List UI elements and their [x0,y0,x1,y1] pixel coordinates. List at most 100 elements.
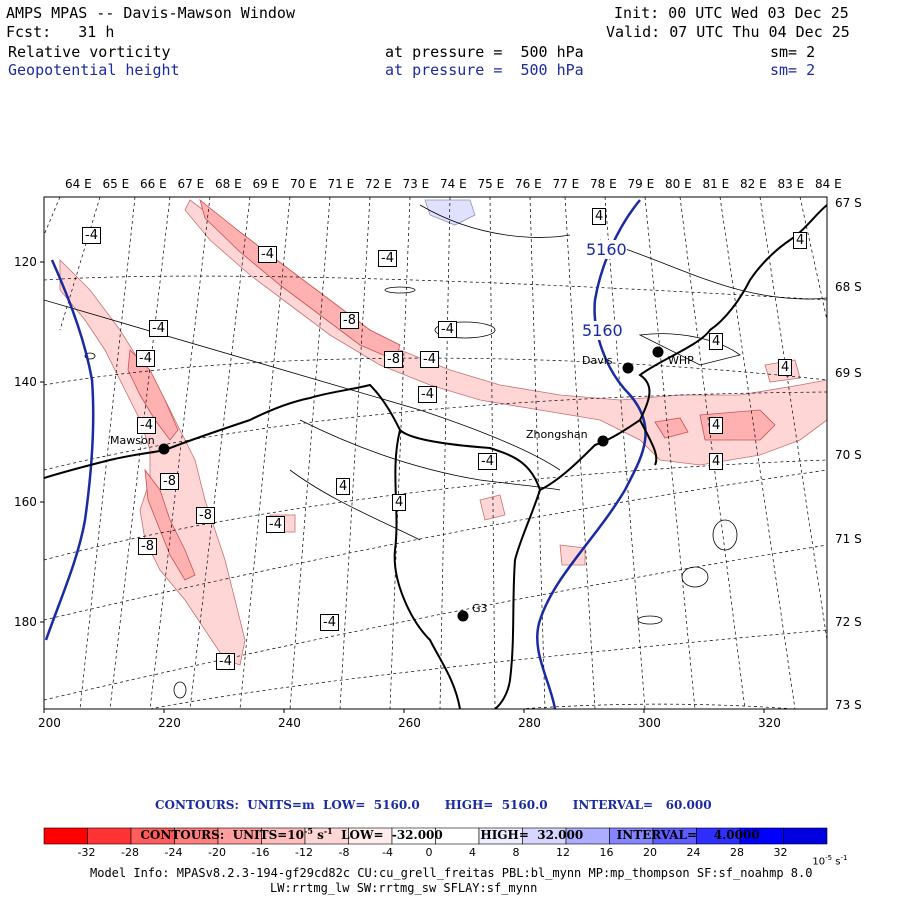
vorticity-contour-label: -8 [196,507,215,524]
colorbar [43,827,828,845]
vorticity-contour-label: -4 [266,516,285,533]
vorticity-contour-label: -4 [418,386,437,403]
colorbar-label: -4 [382,846,393,859]
vorticity-contour-label: -4 [438,321,457,338]
x-tick-label: 240 [278,716,301,730]
colorbar-swatch [43,827,88,845]
lon-label: 80 E [665,177,692,191]
vorticity-contour-label: 4 [392,494,407,511]
vorticity-contour-label: -4 [82,227,101,244]
vorticity-contour-label: -8 [384,351,403,368]
lon-label: 82 E [740,177,767,191]
vorticity-contour-label: -4 [478,453,497,470]
lat-label: 73 S [835,698,862,712]
height-contour-5160 [44,199,647,709]
station-label-g3: G3 [472,602,488,615]
lon-label: 72 E [365,177,392,191]
contours-info-vorticity: CONTOURS: UNITS=10-5 s-1 LOW= -32.000 HI… [140,826,760,842]
lat-label: 68 S [835,280,862,294]
lon-label: 69 E [252,177,280,191]
colorbar-swatch [783,827,828,845]
vorticity-contour-label: -4 [136,350,155,367]
vorticity-contour-label: 4 [793,232,808,249]
forecast-hour: Fcst: 31 h [6,23,115,41]
field2-name: Geopotential height [8,61,180,79]
vorticity-contour-label: 4 [709,333,724,350]
lon-label: 84 E [815,177,842,191]
height-contour-label: 5160 [582,321,623,340]
station-label-davis: Davis [582,354,613,367]
x-tick-label: 200 [38,716,61,730]
vorticity-contour-label: 4 [709,453,724,470]
g3-marker [457,610,469,622]
colorbar-label: 16 [599,846,614,859]
station-label-mawson: Mawson [110,434,155,447]
model-info-line1: Model Info: MPASv8.2.3-194-gf29cd82c CU:… [90,866,813,880]
colorbar-label: -24 [164,846,183,859]
vorticity-contour-label: -4 [149,320,168,337]
vorticity-contour-label: 4 [709,417,724,434]
y-tick-label: 180 [14,615,37,629]
y-tick-label: 160 [14,495,37,509]
x-tick-label: 280 [518,716,541,730]
lon-label: 70 E [290,177,317,191]
lon-label: 68 E [215,177,242,191]
station-markers [158,346,664,622]
x-tick-label: 300 [638,716,661,730]
station-label-whp: WHP [668,354,694,367]
x-tick-label: 320 [758,716,781,730]
lon-label: 78 E [590,177,617,191]
vorticity-contour-label: -4 [137,417,156,434]
lon-label: 77 E [552,177,580,191]
davis-marker [622,362,634,374]
init-time: Init: 00 UTC Wed 03 Dec 25 [614,4,849,22]
field1-smoothing: sm= 2 [770,43,816,61]
colorbar-label: 20 [643,846,657,859]
colorbar-units: 10-5 s-1 [812,854,848,868]
lon-label: 75 E [477,177,505,191]
colorbar-label: -20 [208,846,226,859]
x-tick-label: 260 [398,716,421,730]
vorticity-contour-label: -8 [340,312,359,329]
vorticity-contour-label: -8 [138,538,157,555]
lon-label: 71 E [327,177,355,191]
vorticity-contour-label: 4 [592,208,607,225]
lon-label: 64 E [65,177,92,191]
vorticity-contour-label: -4 [420,351,439,368]
lon-label: 74 E [440,177,467,191]
colorbar-label: -12 [295,846,313,859]
map-title: AMPS MPAS -- Davis-Mawson Window [6,4,295,22]
station-label-zhongshan: Zhongshan [526,428,588,441]
y-tick-label: 140 [14,375,37,389]
field2-level: at pressure = 500 hPa [385,61,584,79]
lon-label: 67 E [177,177,205,191]
field1-name: Relative vorticity [8,43,171,61]
colorbar-label: 0 [425,846,433,859]
lon-label: 83 E [777,177,805,191]
colorbar-label: -8 [338,846,350,859]
field1-level: at pressure = 500 hPa [385,43,584,61]
vorticity-contour-label: -4 [216,653,235,670]
vorticity-contour-label: 4 [336,478,351,495]
coastline [44,204,827,709]
x-tick-label: 220 [158,716,181,730]
height-contour-label: 5160 [586,240,627,259]
lat-label: 70 S [835,448,862,462]
vorticity-contour-label: -4 [378,250,397,267]
lon-label: 81 E [702,177,730,191]
vorticity-contour-label: -4 [258,246,277,263]
whp-marker [652,346,664,358]
lon-label: 65 E [102,177,130,191]
valid-time: Valid: 07 UTC Thu 04 Dec 25 [606,23,850,41]
colorbar-label: -28 [121,846,139,859]
y-tick-label: 120 [14,255,37,269]
lat-label: 71 S [835,532,862,546]
lat-label: 72 S [835,615,862,629]
lat-label: 67 S [835,196,862,210]
lon-label: 73 E [402,177,430,191]
lon-label: 76 E [515,177,542,191]
colorbar-label: -16 [251,846,270,859]
model-info-line2: LW:rrtmg_lw SW:rrtmg_sw SFLAY:sf_mynn [270,881,538,895]
colorbar-label: 12 [556,846,570,859]
